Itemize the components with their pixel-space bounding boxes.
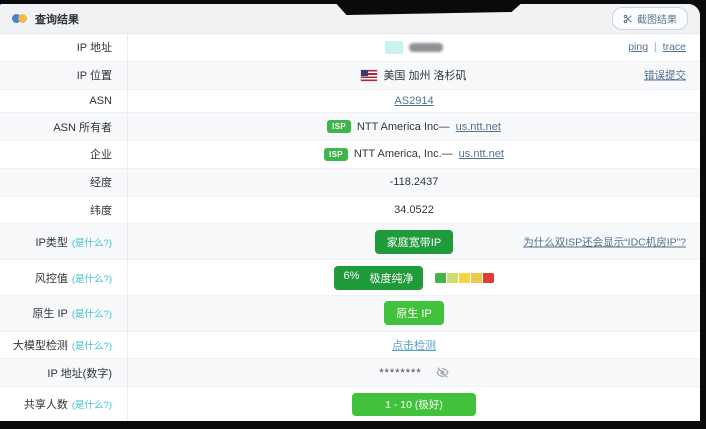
scissors-icon: [623, 14, 632, 23]
row-ip-number: IP 地址(数字) ********: [0, 358, 700, 387]
shared-count-badge: 1 - 10 (极好): [352, 392, 476, 416]
masked-ip-number: ********: [379, 366, 422, 379]
row-label: IP 地址(数字): [0, 359, 128, 387]
row-latitude: 纬度 34.0522: [0, 195, 700, 224]
help-note-link[interactable]: (是什么?): [71, 237, 112, 249]
row-value: 1 - 10 (极好): [128, 387, 700, 421]
risk-segment: [435, 272, 447, 283]
redaction-blackout-shape: [333, 0, 525, 15]
row-label: 风控值: [34, 272, 68, 285]
risk-percent: 6%: [343, 269, 360, 282]
row-value: ISP NTT America Inc— us.ntt.net: [128, 113, 700, 140]
row-ip-address: IP 地址 ping | trace: [0, 34, 700, 61]
row-value: 6% 极度纯净: [128, 260, 700, 295]
isp-badge: ISP: [324, 147, 348, 161]
company-site-link[interactable]: us.ntt.net: [458, 148, 504, 161]
row-longitude: 经度 -118.2437: [0, 167, 700, 196]
redacted-ip-value: [409, 42, 443, 52]
row-value: ********: [128, 359, 700, 386]
asn-owner-text: NTT America Inc—: [356, 120, 450, 133]
error-submit-link[interactable]: 错误提交: [644, 69, 686, 82]
ping-link[interactable]: ping: [628, 41, 649, 54]
row-label: ASN 所有者: [0, 113, 128, 141]
row-label: 纬度: [0, 196, 128, 224]
row-risk-value: 风控值 (是什么?) 6% 极度纯净: [0, 259, 700, 295]
screenshot-result-button[interactable]: 截图结果: [612, 7, 688, 30]
ip-type-badge: 家庭宽带IP: [374, 229, 454, 254]
result-card: 查询结果 截图结果 IP 地址 ping | trace: [0, 4, 700, 421]
us-flag-icon: [361, 69, 378, 81]
row-value: 家庭宽带IP 为什么双ISP还会显示“IDC机房IP”?: [128, 224, 700, 259]
risk-meter: [435, 272, 495, 283]
click-to-check-link[interactable]: 点击检测: [392, 340, 436, 353]
row-company: 企业 ISP NTT America, Inc.— us.ntt.net: [0, 140, 700, 168]
isp-badge: ISP: [327, 120, 351, 134]
help-note-link[interactable]: (是什么?): [71, 400, 112, 412]
row-native-ip: 原生 IP (是什么?) 原生 IP: [0, 294, 700, 331]
row-label: IP类型: [35, 236, 68, 249]
row-label: 企业: [0, 141, 128, 168]
row-label: 经度: [0, 168, 128, 196]
longitude-value: -118.2437: [389, 176, 439, 189]
row-value: 原生 IP: [128, 296, 700, 331]
asn-link[interactable]: AS2914: [394, 94, 434, 107]
row-ip-location: IP 位置 美国 加州 洛杉矶 错误提交: [0, 60, 700, 89]
app-logo-icon: [12, 14, 28, 23]
row-value: ping | trace: [128, 34, 700, 61]
row-asn-owner: ASN 所有者 ISP NTT America Inc— us.ntt.net: [0, 112, 700, 141]
page-title: 查询结果: [35, 13, 79, 26]
location-text: 美国 加州 洛杉矶: [383, 70, 467, 83]
row-asn: ASN AS2914: [0, 88, 700, 113]
company-text: NTT America, Inc.—: [353, 148, 453, 161]
asn-owner-site-link[interactable]: us.ntt.net: [455, 120, 501, 133]
eye-off-icon[interactable]: [436, 366, 449, 379]
row-value: 美国 加州 洛杉矶 错误提交: [128, 62, 700, 89]
risk-segment: [447, 272, 459, 283]
row-value: AS2914: [128, 90, 700, 113]
redaction-highlight: [385, 40, 403, 54]
risk-score-badge: 6% 极度纯净: [333, 265, 424, 290]
screenshot-button-label: 截图结果: [637, 15, 677, 26]
risk-segment: [471, 272, 483, 283]
risk-segment: [459, 272, 471, 283]
latitude-value: 34.0522: [394, 203, 434, 216]
link-separator: |: [654, 41, 657, 53]
row-label: 共享人数: [23, 399, 68, 412]
row-value: ISP NTT America, Inc.— us.ntt.net: [128, 141, 700, 168]
row-label: IP 地址: [0, 34, 128, 61]
why-idc-link[interactable]: 为什么双ISP还会显示“IDC机房IP”?: [523, 236, 686, 249]
row-label: 大模型检测: [12, 340, 68, 353]
row-ip-type: IP类型 (是什么?) 家庭宽带IP 为什么双ISP还会显示“IDC机房IP”?: [0, 223, 700, 260]
row-shared-count: 共享人数 (是什么?) 1 - 10 (极好): [0, 386, 700, 421]
help-note-link[interactable]: (是什么?): [71, 341, 112, 353]
help-note-link[interactable]: (是什么?): [71, 309, 112, 321]
result-table: IP 地址 ping | trace IP 位置 美国 加州 洛杉矶 错误提交: [0, 34, 700, 421]
row-label: ASN: [0, 89, 128, 113]
row-value: 点击检测: [128, 332, 700, 359]
risk-segment: [483, 272, 495, 283]
row-llm-check: 大模型检测 (是什么?) 点击检测: [0, 330, 700, 359]
native-ip-badge: 原生 IP: [384, 301, 444, 326]
risk-text: 极度纯净: [369, 272, 414, 285]
trace-link[interactable]: trace: [662, 41, 686, 54]
help-note-link[interactable]: (是什么?): [71, 273, 112, 285]
row-label: 原生 IP: [32, 308, 68, 321]
row-label: IP 位置: [0, 61, 128, 89]
